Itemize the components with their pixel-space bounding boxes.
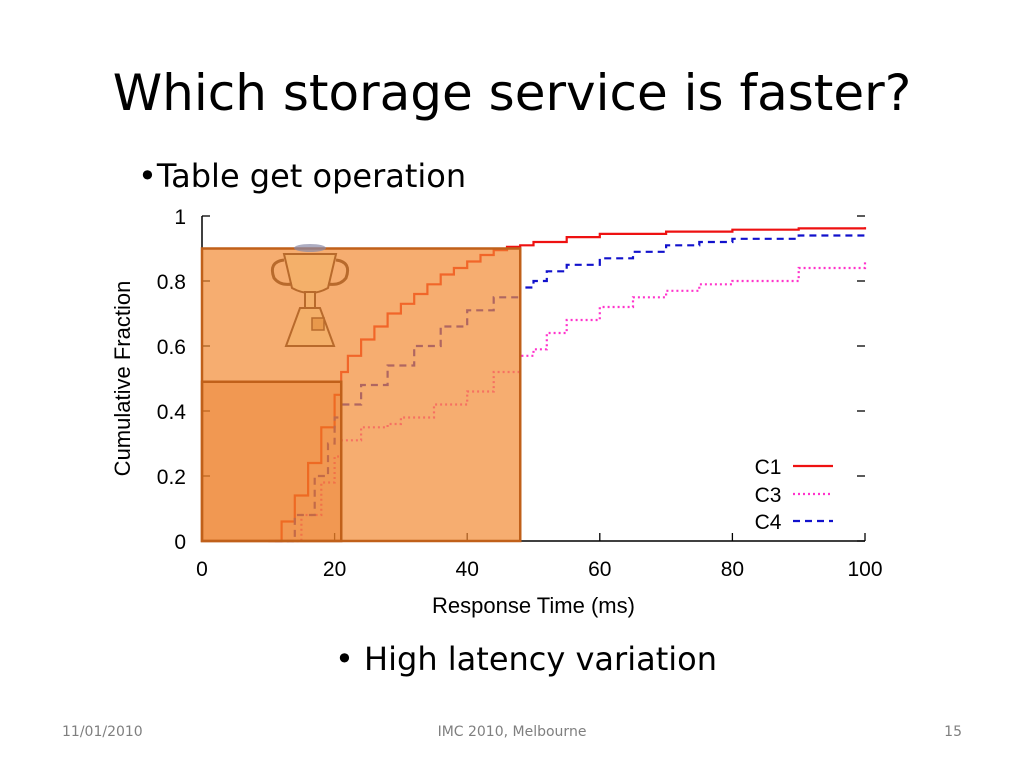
y-tick-label: 0.6 bbox=[157, 336, 186, 359]
trophy-cup bbox=[282, 253, 338, 294]
footer-venue: IMC 2010, Melbourne bbox=[437, 724, 587, 740]
y-tick-label: 0.2 bbox=[157, 466, 186, 489]
trophy-stem bbox=[304, 291, 316, 309]
trophy-handle-left bbox=[270, 258, 293, 286]
legend-label-c1: C1 bbox=[755, 456, 782, 479]
y-tick-label: 1 bbox=[174, 206, 186, 229]
highlight-box-outer bbox=[200, 247, 522, 543]
x-tick-label: 60 bbox=[588, 558, 611, 581]
bullet-latency-variation: • High latency variation bbox=[335, 640, 717, 678]
trophy-rim bbox=[294, 244, 326, 252]
highlight-box-inner bbox=[200, 380, 343, 543]
y-tick-label: 0 bbox=[174, 531, 186, 554]
plot-area: 0 0.2 0.4 0.6 0.8 1 0 20 40 60 80 100 Response Time … bbox=[110, 206, 883, 618]
y-axis-label: Cumulative Fraction bbox=[110, 281, 135, 477]
x-tick-label: 40 bbox=[456, 558, 479, 581]
legend-label-c4: C4 bbox=[755, 511, 782, 534]
footer-page-number: 15 bbox=[944, 724, 962, 740]
x-axis-label: Response Time (ms) bbox=[432, 593, 635, 618]
trophy-icon bbox=[270, 244, 350, 347]
bullet-table-get: •Table get operation bbox=[138, 157, 467, 195]
x-tick-label: 80 bbox=[721, 558, 744, 581]
x-tick-label: 100 bbox=[847, 558, 882, 581]
trophy-plaque bbox=[311, 317, 325, 331]
trophy-handle-right bbox=[327, 258, 350, 286]
legend-label-c3: C3 bbox=[755, 484, 782, 507]
x-tick-label: 0 bbox=[196, 558, 208, 581]
x-tick-label: 20 bbox=[323, 558, 346, 581]
y-tick-label: 0.4 bbox=[157, 401, 187, 424]
footer-date: 11/01/2010 bbox=[62, 724, 143, 740]
y-tick-label: 0.8 bbox=[157, 271, 186, 294]
slide-title: Which storage service is faster? bbox=[112, 64, 912, 122]
